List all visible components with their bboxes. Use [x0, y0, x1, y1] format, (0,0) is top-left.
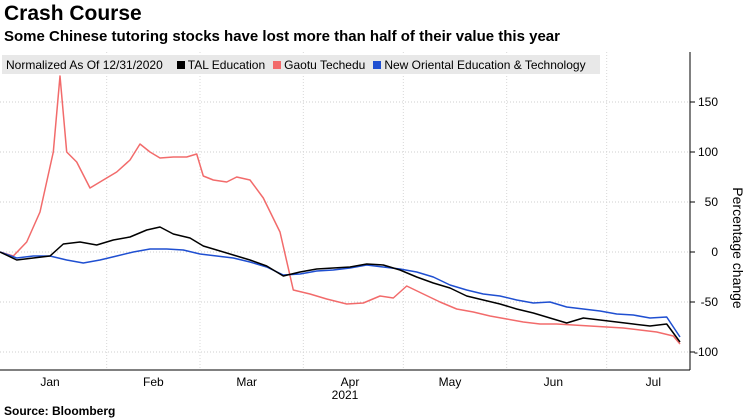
x-axis-year-label: 2021 — [332, 388, 359, 402]
series-line-tal-education — [0, 226, 681, 343]
legend-swatch-gaotu — [273, 60, 282, 69]
legend-item-tal: TAL Education — [176, 57, 266, 72]
series-lines — [0, 75, 681, 345]
series-line-new-oriental-education-technology — [0, 248, 681, 338]
y-tick-label: -50 — [701, 295, 719, 309]
x-tick-label: Jun — [544, 375, 563, 389]
y-tick-label: -100 — [694, 345, 718, 359]
legend-swatch-tal — [176, 60, 185, 69]
x-tick-label: Feb — [143, 375, 164, 389]
series-line-gaotu-techedu — [0, 75, 681, 345]
x-tick-label: Mar — [236, 375, 257, 389]
legend-label-new-oriental: New Oriental Education & Technology — [384, 57, 586, 72]
legend-item-gaotu: Gaotu Techedu — [273, 58, 365, 72]
legend-note: Normalized As Of 12/31/2020 — [6, 57, 163, 72]
legend-item-new-oriental: New Oriental Education & Technology — [373, 57, 586, 72]
gridlines — [0, 52, 690, 370]
chart-title: Crash Course — [4, 2, 142, 25]
x-tick-label: Jul — [646, 375, 661, 389]
legend-swatch-new-oriental — [373, 60, 382, 69]
legend: Normalized As Of 12/31/2020 TAL Educatio… — [2, 55, 600, 74]
chart-subtitle: Some Chinese tutoring stocks have lost m… — [4, 28, 560, 45]
y-tick-label: 150 — [698, 95, 718, 109]
legend-label-tal: TAL Education — [187, 57, 266, 72]
axes: 150 100 50 0 -50 -100 Jan Feb Mar Apr May Jun Jul — [0, 52, 718, 389]
x-tick-label: Jan — [40, 375, 59, 389]
legend-label-gaotu: Gaotu Techedu — [284, 57, 366, 72]
x-tick-label: Apr — [341, 375, 360, 389]
y-tick-label: 50 — [705, 195, 719, 209]
y-axis-title: Percentage change — [730, 187, 746, 309]
y-tick-label: 0 — [711, 245, 718, 259]
x-tick-label: May — [439, 375, 462, 389]
source-note: Source: Bloomberg — [4, 404, 116, 418]
y-tick-label: 100 — [698, 145, 718, 159]
